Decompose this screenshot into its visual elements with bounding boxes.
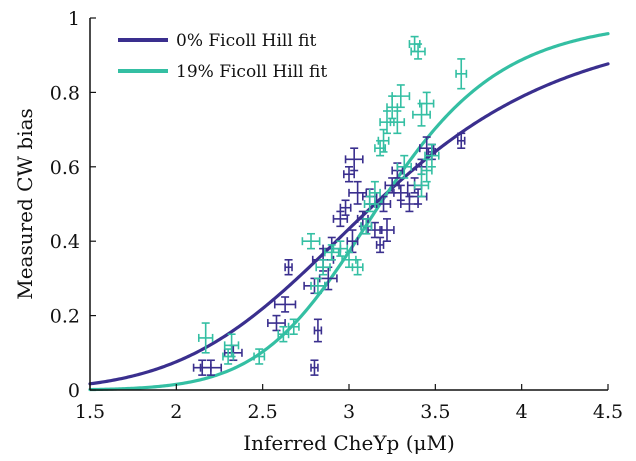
data-point-0pct bbox=[393, 184, 409, 202]
data-point-19pct bbox=[360, 218, 373, 235]
data-point-19pct bbox=[351, 258, 364, 276]
data-point-19pct bbox=[396, 154, 412, 179]
data-point-0pct bbox=[199, 359, 223, 376]
ticks: 1.5 2 2.5 3 3.5 4 4.5 0 0.2 0.4 0.6 0.8 1 bbox=[50, 8, 623, 423]
y-tick-label: 1 bbox=[68, 8, 80, 30]
fit-curve-0pct bbox=[88, 62, 610, 386]
data-point-19pct bbox=[197, 322, 214, 354]
y-tick-label: 0.2 bbox=[50, 306, 80, 328]
data-point-19pct bbox=[287, 318, 300, 336]
y-tick-label: 0 bbox=[68, 380, 80, 402]
x-tick-label: 4.5 bbox=[593, 401, 623, 423]
axes bbox=[89, 18, 608, 391]
data-point-19pct bbox=[410, 43, 426, 60]
data-point-0pct bbox=[310, 359, 319, 376]
data-point-0pct bbox=[456, 132, 466, 149]
y-tick-label: 0.8 bbox=[50, 82, 80, 104]
fit-curve-19pct bbox=[88, 32, 610, 392]
data-point-0pct bbox=[332, 210, 349, 228]
data-point-0pct bbox=[313, 318, 323, 343]
data-point-19pct bbox=[455, 58, 468, 90]
data-points bbox=[192, 35, 468, 376]
data-point-0pct bbox=[273, 296, 297, 313]
x-tick-label: 2 bbox=[170, 401, 182, 423]
data-point-0pct bbox=[375, 236, 385, 254]
legend-label-19pct: 19% Ficoll Hill fit bbox=[176, 62, 327, 82]
data-point-0pct bbox=[379, 218, 395, 242]
x-tick-label: 2.5 bbox=[248, 401, 278, 423]
data-point-19pct bbox=[310, 277, 326, 295]
y-tick-label: 0.6 bbox=[50, 157, 80, 179]
x-axis-label: Inferred CheYp (μM) bbox=[243, 431, 455, 455]
data-point-0pct bbox=[344, 147, 364, 172]
data-point-0pct bbox=[284, 258, 293, 276]
y-axis-label: Measured CW bias bbox=[13, 108, 37, 300]
legend: 0% Ficoll Hill fit 19% Ficoll Hill fit bbox=[118, 31, 327, 82]
data-point-19pct bbox=[368, 180, 381, 205]
x-tick-label: 1.5 bbox=[75, 401, 105, 423]
data-point-19pct bbox=[420, 158, 433, 183]
data-point-19pct bbox=[315, 258, 331, 276]
data-point-19pct bbox=[253, 348, 266, 365]
x-tick-label: 4 bbox=[516, 401, 528, 423]
fit-curves bbox=[88, 32, 610, 392]
data-point-0pct bbox=[346, 229, 359, 254]
legend-label-0pct: 0% Ficoll Hill fit bbox=[176, 31, 317, 51]
data-point-19pct bbox=[424, 143, 440, 168]
data-point-19pct bbox=[301, 232, 321, 250]
data-point-19pct bbox=[418, 91, 435, 116]
data-point-0pct bbox=[348, 180, 368, 205]
data-point-19pct bbox=[223, 333, 240, 358]
data-point-0pct bbox=[267, 314, 286, 332]
data-point-19pct bbox=[389, 110, 406, 135]
data-point-19pct bbox=[324, 244, 340, 261]
data-point-0pct bbox=[343, 166, 355, 183]
x-tick-label: 3 bbox=[343, 401, 355, 423]
data-point-19pct bbox=[413, 173, 430, 198]
data-point-19pct bbox=[277, 325, 290, 343]
data-point-19pct bbox=[332, 240, 349, 257]
y-tick-label: 0.4 bbox=[50, 231, 80, 253]
data-point-0pct bbox=[339, 199, 352, 216]
data-point-19pct bbox=[391, 84, 411, 109]
x-tick-label: 3.5 bbox=[420, 401, 450, 423]
